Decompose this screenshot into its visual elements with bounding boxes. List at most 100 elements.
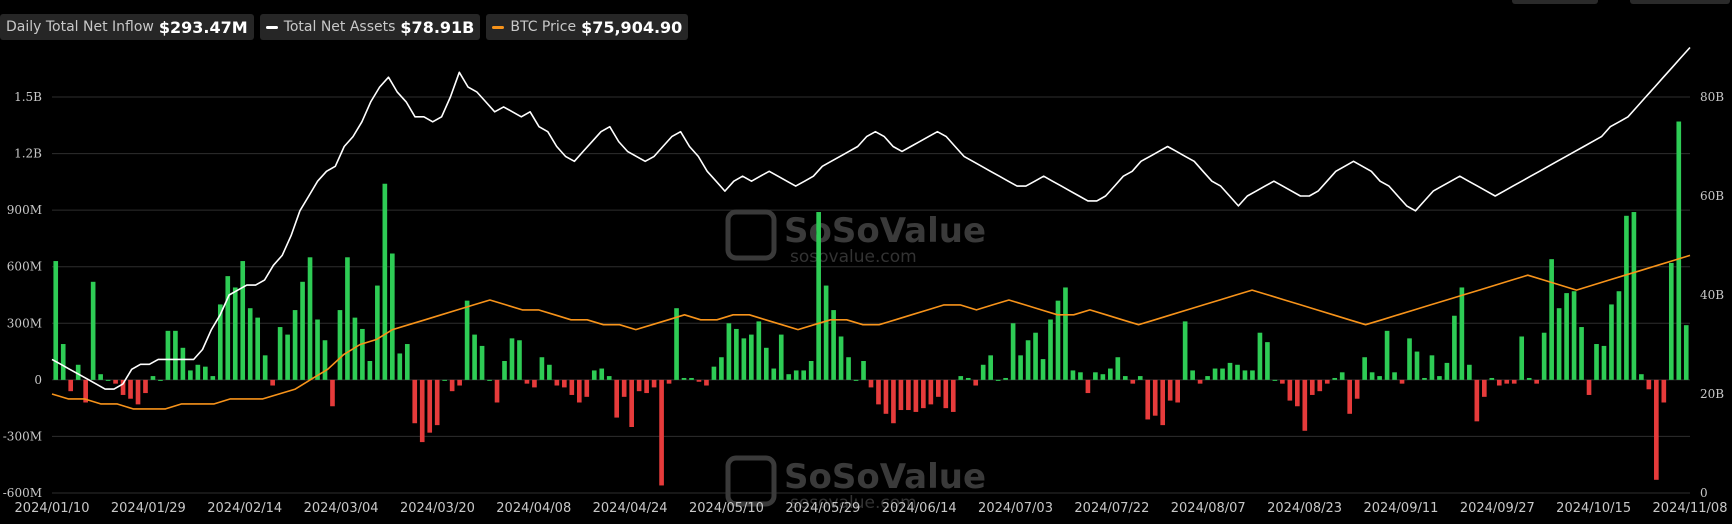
inflow-bar bbox=[606, 376, 612, 380]
inflow-bar bbox=[988, 355, 993, 380]
inflow-bar bbox=[1399, 379, 1405, 384]
inflow-bar bbox=[995, 379, 1001, 381]
inflow-bar bbox=[659, 379, 664, 486]
inflow-bar bbox=[1302, 379, 1308, 431]
y-left-tick-label: 900M bbox=[7, 203, 42, 217]
y-left-tick-label: 600M bbox=[7, 260, 42, 274]
inflow-bar bbox=[1594, 344, 1599, 380]
inflow-bar bbox=[1063, 287, 1068, 380]
inflow-bar bbox=[1137, 376, 1143, 380]
legend-assets-value: $78.91B bbox=[400, 17, 475, 37]
inflow-bar bbox=[1564, 293, 1569, 380]
legend-assets[interactable]: Total Net Assets $78.91B bbox=[259, 14, 481, 40]
inflow-bar bbox=[980, 364, 986, 380]
inflow-bar bbox=[1205, 376, 1210, 380]
y-right-tick-label: 60B bbox=[1700, 189, 1724, 203]
inflow-bar bbox=[928, 379, 934, 405]
x-tick-label: 2024/10/15 bbox=[1556, 501, 1631, 516]
x-tick-label: 2024/07/03 bbox=[978, 501, 1053, 516]
legend: Daily Total Net Inflow $293.47M Total Ne… bbox=[0, 14, 689, 40]
inflow-bar bbox=[509, 338, 515, 380]
inflow-bar bbox=[1272, 379, 1278, 381]
inflow-bar bbox=[1437, 376, 1442, 380]
inflow-bar bbox=[1317, 379, 1323, 392]
inflow-bar bbox=[1496, 379, 1502, 386]
legend-inflow[interactable]: Daily Total Net Inflow $293.47M bbox=[0, 14, 254, 40]
inflow-bar bbox=[487, 379, 492, 381]
inflow-bar bbox=[1407, 338, 1412, 380]
inflow-bar bbox=[1220, 368, 1225, 380]
inflow-bar bbox=[651, 379, 657, 388]
y-left-tick-label: 300M bbox=[7, 316, 42, 330]
inflow-bar bbox=[240, 261, 246, 380]
inflow-bar bbox=[921, 379, 926, 409]
inflow-bar bbox=[1339, 372, 1345, 380]
inflow-bar bbox=[1040, 359, 1046, 380]
inflow-bar bbox=[689, 377, 694, 380]
inflow-bar bbox=[517, 340, 522, 380]
inflow-bar bbox=[322, 340, 328, 380]
inflow-bar bbox=[1631, 212, 1637, 380]
inflow-bar bbox=[143, 379, 148, 394]
x-tick-label: 2024/09/27 bbox=[1460, 501, 1535, 516]
watermark-logo-icon bbox=[725, 209, 777, 261]
legend-btc-value: $75,904.90 bbox=[581, 17, 683, 37]
inflow-bar bbox=[891, 379, 896, 424]
x-tick-label: 2024/03/20 bbox=[400, 501, 475, 516]
inflow-bar bbox=[1055, 300, 1061, 380]
inflow-bar bbox=[591, 370, 597, 380]
inflow-bar bbox=[1070, 370, 1076, 380]
inflow-bar bbox=[479, 345, 485, 380]
inflow-bar bbox=[584, 379, 590, 397]
inflow-bar bbox=[906, 379, 911, 411]
inflow-bar bbox=[1384, 330, 1390, 380]
inflow-bar bbox=[1683, 325, 1689, 380]
inflow-bar bbox=[666, 379, 672, 384]
inflow-bar bbox=[68, 379, 74, 392]
inflow-bar bbox=[1182, 321, 1188, 380]
inflow-bar bbox=[1265, 342, 1270, 380]
inflow-bar bbox=[1257, 332, 1263, 380]
inflow-bar bbox=[958, 376, 964, 380]
inflow-bar bbox=[1556, 308, 1562, 380]
legend-btc[interactable]: BTC Price $75,904.90 bbox=[486, 14, 689, 40]
inflow-bar bbox=[786, 374, 792, 380]
inflow-bar bbox=[1175, 379, 1180, 403]
top-control-button[interactable] bbox=[1630, 0, 1730, 4]
inflow-bar bbox=[1295, 379, 1300, 407]
inflow-bar bbox=[53, 261, 59, 380]
lines bbox=[51, 46, 1691, 410]
inflow-bar bbox=[741, 338, 747, 380]
inflow-bar bbox=[1571, 291, 1577, 380]
inflow-bar bbox=[726, 323, 732, 380]
inflow-bar bbox=[1190, 370, 1195, 380]
inflow-bar bbox=[1646, 379, 1652, 390]
inflow-bar bbox=[831, 310, 836, 380]
inflow-bar bbox=[838, 336, 844, 380]
inflow-bar bbox=[644, 379, 649, 394]
inflow-bar bbox=[225, 276, 231, 380]
inflow-bar bbox=[539, 357, 545, 380]
inflow-bar bbox=[330, 379, 335, 407]
inflow-bar bbox=[315, 319, 320, 380]
watermark-brand: SoSoValue bbox=[784, 211, 986, 251]
inflow-bar bbox=[397, 353, 403, 380]
x-tick-label: 2024/05/29 bbox=[785, 501, 860, 516]
inflow-bar bbox=[262, 355, 268, 380]
inflow-bar bbox=[1452, 315, 1457, 380]
inflow-bar bbox=[1392, 372, 1397, 380]
inflow-bar bbox=[1093, 372, 1098, 380]
inflow-bar bbox=[345, 257, 350, 380]
x-tick-label: 2024/11/08 bbox=[1653, 501, 1728, 516]
inflow-bar bbox=[1018, 355, 1023, 380]
inflow-bar bbox=[1511, 379, 1517, 384]
legend-inflow-value: $293.47M bbox=[158, 17, 248, 37]
inflow-bar bbox=[232, 287, 238, 380]
x-tick-label: 2024/02/14 bbox=[207, 501, 282, 516]
legend-inflow-label: Daily Total Net Inflow bbox=[6, 19, 154, 35]
y-right-tick-label: 80B bbox=[1700, 90, 1724, 104]
assets-line-swatch bbox=[265, 25, 278, 29]
top-control-button[interactable] bbox=[1512, 0, 1598, 4]
